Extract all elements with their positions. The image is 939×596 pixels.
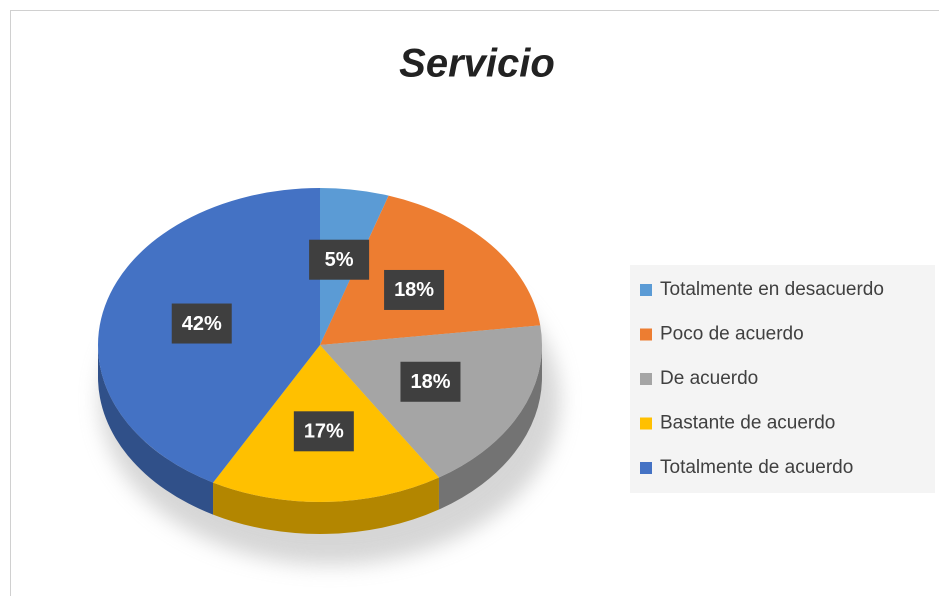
data-label: 17%	[304, 421, 344, 443]
legend-box	[630, 265, 935, 493]
slice-side	[438, 345, 542, 510]
legend-swatch	[640, 462, 652, 474]
legend-swatch	[640, 373, 652, 385]
data-label: 42%	[182, 313, 222, 335]
data-label: 18%	[394, 279, 434, 301]
data-label: 18%	[410, 371, 450, 393]
data-label-box	[171, 303, 232, 344]
legend-label: Totalmente de acuerdo	[660, 457, 853, 478]
slice-side	[98, 345, 214, 515]
legend-label: De acuerdo	[660, 368, 758, 389]
legend-swatch	[640, 328, 652, 341]
chart-title: Servicio	[399, 42, 555, 86]
legend-label: Totalmente en desacuerdo	[660, 279, 884, 300]
data-label-box	[293, 411, 354, 452]
legend-swatch	[640, 284, 652, 296]
legend-label: Bastante de acuerdo	[660, 413, 835, 434]
data-label-box	[309, 239, 370, 280]
slice-side	[213, 477, 439, 534]
legend-swatch	[640, 417, 652, 430]
data-label: 5%	[325, 249, 354, 271]
legend-label: Poco de acuerdo	[660, 324, 804, 345]
data-label-box	[384, 269, 445, 310]
data-label-box	[400, 361, 461, 402]
